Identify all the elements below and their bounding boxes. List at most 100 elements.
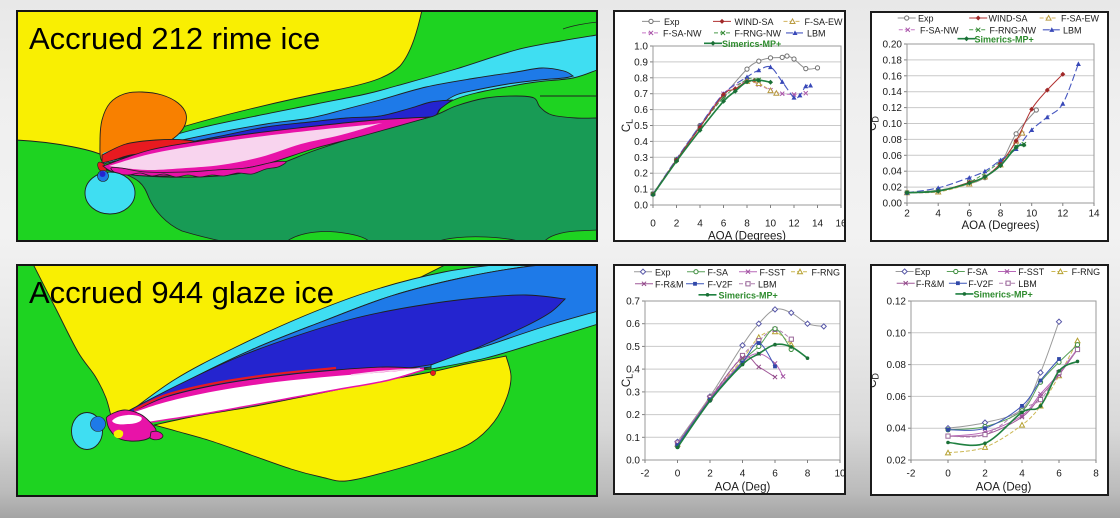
svg-text:0.04: 0.04 [883,167,903,178]
svg-text:F-SA: F-SA [708,267,729,277]
svg-text:2: 2 [904,209,910,220]
svg-text:0.6: 0.6 [634,105,648,116]
svg-text:LBM: LBM [1018,279,1037,289]
svg-text:0.7: 0.7 [634,89,648,100]
svg-text:0.06: 0.06 [887,392,907,403]
svg-text:0: 0 [675,469,681,480]
svg-text:0.02: 0.02 [887,456,907,467]
svg-text:F-RNG-NW: F-RNG-NW [990,26,1037,36]
svg-text:1.0: 1.0 [634,42,648,53]
svg-text:F-RNG-NW: F-RNG-NW [735,29,782,39]
svg-text:0.0: 0.0 [626,456,640,467]
svg-text:2: 2 [982,469,988,480]
svg-text:Simerics-MP+: Simerics-MP+ [974,290,1033,300]
svg-text:LBM: LBM [758,280,777,290]
svg-text:6: 6 [967,209,973,220]
svg-text:F-R&M: F-R&M [655,280,684,290]
svg-text:10: 10 [765,219,777,230]
svg-text:10: 10 [834,469,846,480]
svg-text:2: 2 [674,219,680,230]
svg-text:0.1: 0.1 [634,185,648,196]
svg-text:CD: CD [870,116,881,131]
svg-text:Simerics-MP+: Simerics-MP+ [719,291,778,301]
svg-text:6: 6 [721,219,727,230]
svg-text:Simerics-MP+: Simerics-MP+ [975,34,1034,44]
svg-text:AOA (Deg): AOA (Deg) [715,482,771,494]
svg-text:Exp: Exp [918,14,934,24]
svg-text:12: 12 [788,219,800,230]
svg-text:F-SST: F-SST [1018,267,1045,277]
svg-text:Simerics-MP+: Simerics-MP+ [722,39,781,49]
svg-text:-2: -2 [907,469,916,480]
svg-text:14: 14 [1088,209,1100,220]
svg-text:AOA (Degrees): AOA (Degrees) [962,220,1040,232]
svg-text:0.12: 0.12 [887,297,907,308]
svg-text:F-SA-NW: F-SA-NW [663,29,702,39]
svg-text:4: 4 [1019,469,1025,480]
svg-text:F-SA-EW: F-SA-EW [1061,14,1100,24]
svg-text:F-RNG: F-RNG [1072,267,1101,277]
svg-text:4: 4 [740,469,746,480]
svg-text:0.00: 0.00 [883,199,903,210]
svg-text:AOA (Deg): AOA (Deg) [976,482,1032,494]
svg-text:8: 8 [1093,469,1099,480]
svg-text:2: 2 [707,469,713,480]
svg-text:0.4: 0.4 [634,137,648,148]
svg-text:0.3: 0.3 [634,153,648,164]
svg-text:12: 12 [1057,209,1069,220]
svg-text:6: 6 [772,469,778,480]
svg-text:F-SA-NW: F-SA-NW [920,26,959,36]
svg-text:LBM: LBM [1063,26,1082,36]
svg-text:F-R&M: F-R&M [916,279,945,289]
svg-text:0.02: 0.02 [883,183,903,194]
svg-text:WIND-SA: WIND-SA [989,14,1028,24]
svg-text:0.10: 0.10 [883,119,903,130]
svg-text:CD: CD [870,373,881,388]
svg-text:0.2: 0.2 [634,169,648,180]
svg-text:4: 4 [935,209,941,220]
svg-text:0.18: 0.18 [883,55,903,66]
svg-text:0.4: 0.4 [626,365,640,376]
svg-text:0.9: 0.9 [634,57,648,68]
svg-text:CL: CL [621,374,635,387]
svg-text:Exp: Exp [915,267,931,277]
svg-text:Accrued 212 rime ice: Accrued 212 rime ice [29,21,320,56]
svg-text:0: 0 [650,219,656,230]
svg-text:0.06: 0.06 [883,151,903,162]
svg-text:F-SA-EW: F-SA-EW [805,17,844,27]
svg-text:10: 10 [1026,209,1038,220]
svg-text:0.2: 0.2 [626,410,640,421]
svg-text:8: 8 [805,469,811,480]
svg-text:WIND-SA: WIND-SA [735,17,774,27]
svg-text:0.0: 0.0 [634,201,648,212]
svg-text:0.5: 0.5 [634,121,648,132]
svg-text:F-V2F: F-V2F [708,280,734,290]
svg-text:8: 8 [744,219,750,230]
svg-text:16: 16 [835,219,846,230]
svg-text:-2: -2 [641,469,650,480]
svg-text:0.08: 0.08 [883,135,903,146]
svg-text:0.14: 0.14 [883,87,903,98]
svg-text:4: 4 [697,219,703,230]
svg-text:F-RNG: F-RNG [812,267,841,277]
svg-text:0.1: 0.1 [626,433,640,444]
svg-text:0.20: 0.20 [883,40,903,51]
svg-text:Exp: Exp [655,267,671,277]
svg-text:F-SST: F-SST [760,267,787,277]
svg-text:AOA (Degrees): AOA (Degrees) [708,231,786,243]
svg-text:14: 14 [812,219,824,230]
svg-text:6: 6 [1056,469,1062,480]
svg-text:Exp: Exp [664,17,680,27]
svg-text:Accrued 944 glaze ice: Accrued 944 glaze ice [29,275,334,310]
svg-text:0.04: 0.04 [887,424,907,435]
svg-text:0: 0 [945,469,951,480]
svg-text:0.16: 0.16 [883,71,903,82]
svg-text:CL: CL [621,119,635,132]
svg-text:0.8: 0.8 [634,73,648,84]
svg-text:8: 8 [998,209,1004,220]
svg-text:0.3: 0.3 [626,387,640,398]
svg-text:0.12: 0.12 [883,103,903,114]
svg-text:0.7: 0.7 [626,297,640,308]
svg-text:LBM: LBM [807,29,826,39]
svg-text:F-SA: F-SA [967,267,988,277]
